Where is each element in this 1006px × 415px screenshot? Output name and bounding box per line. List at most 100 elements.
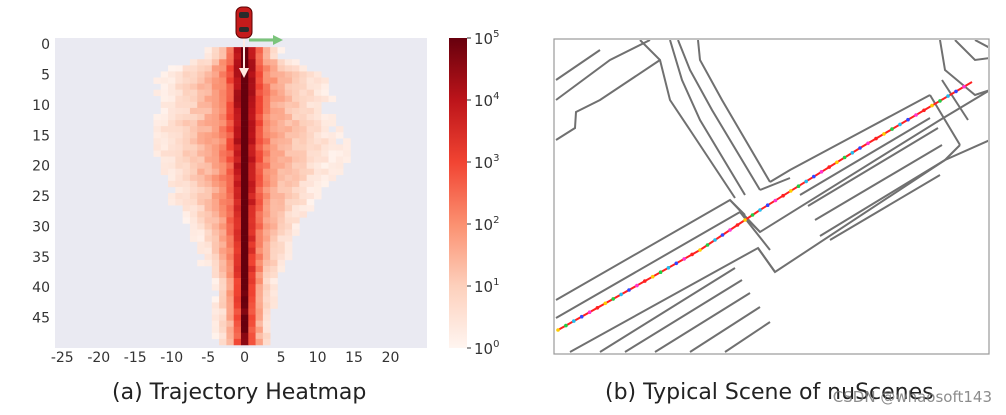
heatmap-cell	[248, 223, 256, 230]
heatmap-cell	[211, 302, 220, 309]
heatmap-cell	[219, 144, 227, 151]
heatmap-cell	[153, 77, 162, 84]
heatmap-cell	[226, 126, 234, 133]
heatmap-cell	[219, 180, 227, 188]
heatmap-cell	[277, 168, 286, 176]
heatmap-cell	[233, 53, 242, 60]
heatmap-cell	[277, 59, 286, 66]
heatmap-cell	[211, 138, 220, 145]
heatmap-cell	[233, 308, 242, 315]
heatmap-cell	[226, 193, 234, 200]
heatmap-cell	[226, 156, 234, 163]
heatmap-cell	[270, 241, 278, 249]
heatmap-cell	[197, 223, 205, 230]
heatmap-cell	[219, 314, 227, 321]
heatmap-cell	[277, 235, 286, 242]
heatmap-cell	[248, 302, 256, 309]
heatmap-cell	[175, 107, 183, 115]
heatmap-cell	[168, 174, 176, 182]
heatmap-cell	[241, 265, 249, 273]
heatmap-cell	[262, 259, 271, 267]
heatmap-cell	[197, 259, 205, 267]
heatmap-cell	[182, 186, 191, 194]
heatmap-cell	[182, 138, 191, 145]
heatmap-cell	[219, 120, 227, 127]
trajectory-point	[556, 328, 560, 332]
heatmap-cell	[189, 180, 198, 188]
heatmap-cell	[248, 65, 256, 72]
heatmap-cell	[262, 320, 271, 328]
heatmap-cell	[299, 186, 307, 194]
heatmap-cell	[270, 247, 278, 255]
heatmap-cell	[233, 259, 242, 267]
heatmap-cell	[197, 120, 205, 127]
heatmap-cell	[248, 156, 256, 163]
heatmap-cell	[270, 302, 278, 309]
heatmap-cell	[204, 65, 213, 72]
heatmap-cell	[270, 296, 278, 303]
heatmap-cell	[284, 168, 293, 176]
heatmap-cell	[313, 95, 322, 103]
heatmap-cell	[219, 272, 227, 279]
heatmap-cell	[175, 132, 183, 139]
heatmap-cell	[328, 150, 337, 157]
heatmap-cell	[219, 186, 227, 194]
heatmap-cell	[292, 174, 300, 182]
heatmap-cell	[299, 150, 307, 157]
heatmap-cell	[226, 77, 234, 84]
heatmap-cell	[233, 211, 242, 218]
heatmap-cell	[241, 272, 249, 279]
heatmap-cell	[292, 193, 300, 200]
heatmap-chart: -25 -20 -15 -10 -5 0 5 10 15 20 0 5 10 15 20 25 30 35 40 4…	[32, 6, 499, 366]
heatmap-cell	[255, 241, 264, 249]
heatmap-cell	[270, 71, 278, 78]
heatmap-cell	[255, 326, 264, 334]
heatmap-cell	[313, 174, 322, 182]
heatmap-cell	[270, 113, 278, 121]
heatmap-cell	[313, 162, 322, 169]
heatmap-cell	[168, 113, 176, 121]
heatmap-cell	[219, 302, 227, 309]
heatmap-cell	[226, 211, 234, 218]
heatmap-cell	[328, 132, 337, 139]
trajectory-point	[773, 198, 778, 203]
heatmap-cell	[219, 113, 227, 121]
heatmap-cell	[248, 101, 256, 109]
heatmap-cell	[262, 229, 271, 236]
heatmap-cell	[277, 47, 286, 54]
x-tick-label: -25	[51, 350, 74, 366]
heatmap-cell	[299, 174, 307, 182]
heatmap-cell	[306, 150, 315, 157]
trajectory-point	[819, 170, 824, 174]
heatmap-cell	[292, 144, 300, 151]
heatmap-cell	[277, 107, 286, 115]
heatmap-cell	[262, 302, 271, 309]
heatmap-cell	[226, 302, 234, 309]
trajectory-point	[635, 283, 639, 288]
heatmap-cell	[255, 211, 264, 218]
trajectory-point	[765, 203, 770, 207]
heatmap-cell	[262, 253, 271, 261]
heatmap-cell	[335, 156, 344, 163]
heatmap-cell	[313, 144, 322, 151]
heatmap-cell	[277, 132, 286, 139]
trajectory-point	[946, 94, 950, 98]
heatmap-cell	[248, 308, 256, 315]
heatmap-cell	[160, 71, 169, 78]
heatmap-cell	[233, 126, 242, 133]
heatmap-cell	[204, 186, 213, 194]
heatmap-cell	[233, 180, 242, 188]
heatmap-cell	[284, 247, 293, 255]
heatmap-cell	[219, 241, 227, 249]
y-tick-label: 5	[41, 67, 50, 83]
heatmap-cell	[277, 126, 286, 133]
heatmap-cell	[204, 53, 213, 60]
heatmap-cell	[241, 205, 249, 212]
heatmap-cell	[270, 168, 278, 176]
heatmap-cell	[182, 101, 191, 109]
heatmap-cell	[262, 247, 271, 255]
heatmap-cell	[168, 168, 176, 176]
heatmap-cell	[189, 223, 198, 230]
heatmap-cell	[299, 211, 307, 218]
heatmap-cell	[255, 120, 264, 127]
